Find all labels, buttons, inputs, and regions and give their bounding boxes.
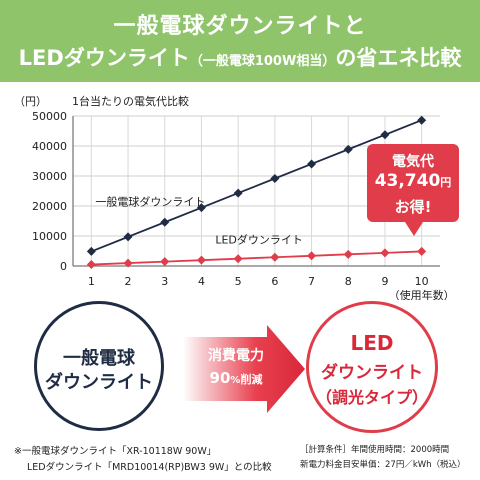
data-point [307, 251, 317, 261]
x-tick-label: 8 [345, 275, 352, 288]
y-tick-label: 50000 [32, 110, 67, 123]
data-point [160, 217, 170, 227]
incandescent-circle: 一般電球 ダウンライト [34, 301, 164, 431]
arrow-cut: 削減 [240, 373, 263, 386]
data-point [123, 258, 133, 268]
callout-pointer [405, 222, 423, 236]
x-tick-label: 7 [308, 275, 315, 288]
data-point [160, 257, 170, 267]
callout-label: 電気代 [392, 154, 434, 170]
x-tick-label: 4 [198, 275, 205, 288]
data-point [380, 248, 390, 258]
x-tick-label: 5 [235, 275, 242, 288]
y-tick-label: 30000 [32, 170, 67, 183]
arrow-power-label: 消費電力 [208, 348, 264, 364]
data-point [86, 246, 96, 256]
y-tick-label: 10000 [32, 230, 67, 243]
footnote-model-1: ※一般電球ダウンライト「XR-10118W 90W」 [14, 446, 217, 457]
x-tick-label: 1 [88, 275, 95, 288]
callout-savings: お得! [394, 198, 432, 216]
data-point [233, 254, 243, 264]
title-line-2: LEDダウンライト（一般電球100W相当）の省エネ比較 [0, 42, 480, 72]
y-axis-label: （円） [14, 95, 47, 108]
series-label: LEDダウンライト [215, 232, 303, 246]
arrow-reduction: 90%削減 [191, 369, 281, 387]
x-axis-label: （使用年数） [389, 288, 455, 300]
series-label: 一般電球ダウンライト [95, 195, 205, 209]
x-tick-label: 6 [271, 275, 278, 288]
x-tick-label: 3 [161, 275, 168, 288]
data-point [233, 188, 243, 198]
data-point [123, 232, 133, 242]
data-point [343, 249, 353, 259]
incandescent-line-1: 一般電球 [63, 348, 135, 369]
incandescent-line-2: ダウンライト [45, 372, 153, 393]
title-comparison: の省エネ比較 [335, 46, 462, 70]
savings-callout: 電気代 43,740円 お得! [367, 144, 459, 222]
x-tick-label: 10 [415, 275, 429, 288]
data-point [343, 144, 353, 154]
y-tick-label: 20000 [32, 200, 67, 213]
series-line [91, 119, 422, 253]
data-point [270, 252, 280, 262]
chart-title: 1台当たりの電気代比較 [72, 95, 189, 108]
series-line [91, 250, 422, 266]
title-led: LEDダウンライト [18, 46, 190, 70]
data-point [380, 130, 390, 140]
led-line-2: ダウンライト [321, 363, 423, 383]
led-line-3: （調光タイプ） [315, 388, 428, 407]
callout-amount-row: 43,740円 [367, 171, 459, 191]
x-tick-label: 9 [381, 275, 388, 288]
arrow-value: 90 [209, 369, 231, 387]
data-point [417, 115, 427, 125]
calc-condition-hours: ［計算条件］年間使用時間：2000時間 [300, 445, 450, 455]
x-tick-label: 2 [125, 275, 132, 288]
data-point [196, 255, 206, 265]
data-point [86, 260, 96, 270]
led-line-1: LED [350, 331, 394, 355]
led-circle: LED ダウンライト （調光タイプ） [306, 301, 438, 433]
title-equivalent: （一般電球100W相当） [189, 54, 336, 69]
callout-unit: 円 [440, 176, 452, 189]
calc-condition-rate: 新電力料金目安単価：27円／kWh（税込） [300, 460, 466, 470]
data-point [307, 159, 317, 169]
data-point [270, 174, 280, 184]
callout-amount: 43,740 [374, 171, 441, 191]
arrow-percent: % [230, 375, 241, 386]
footnote-model-2: LEDダウンライト「MRD10014(RP)BW3 9W」との比較 [27, 462, 272, 473]
data-point [417, 246, 427, 256]
title-banner: 一般電球ダウンライトと LEDダウンライト（一般電球100W相当）の省エネ比較 [0, 0, 480, 82]
y-tick-label: 0 [60, 260, 67, 273]
data-point [196, 203, 206, 213]
title-line-1: 一般電球ダウンライトと [113, 14, 367, 39]
y-tick-label: 40000 [32, 140, 67, 153]
